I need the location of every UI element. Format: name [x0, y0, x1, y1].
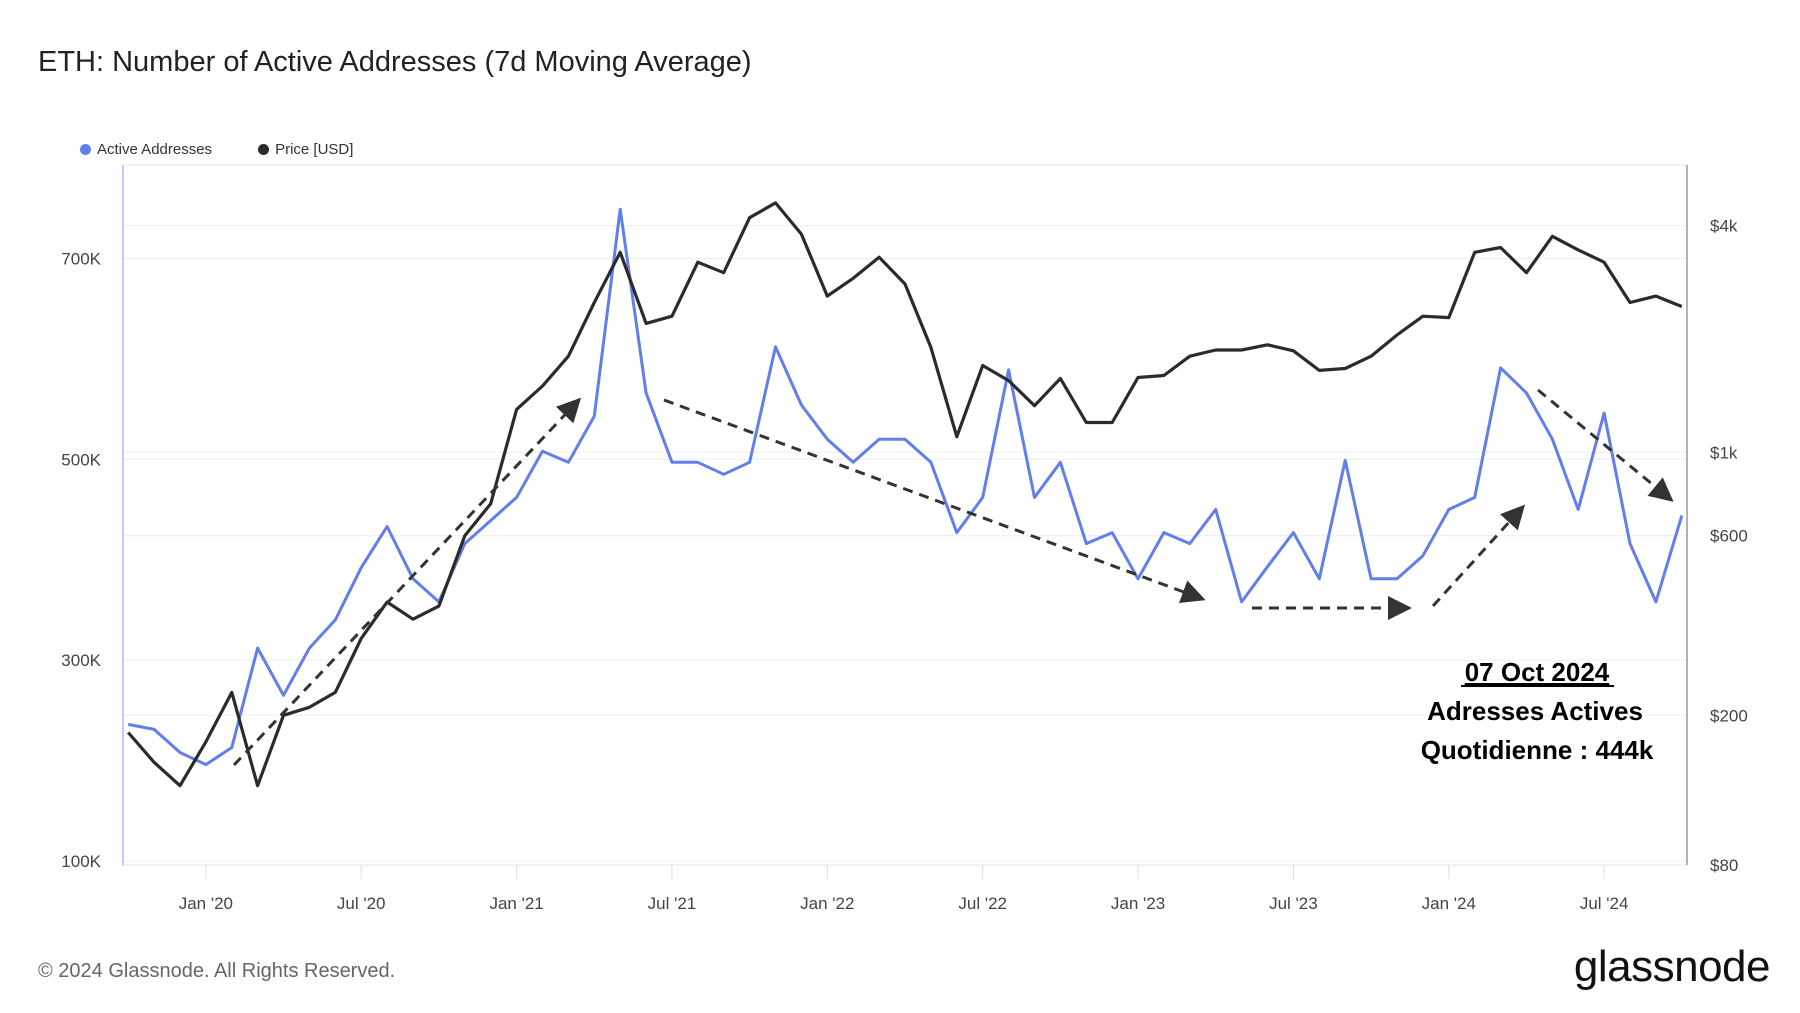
y-right-tick-label: $600: [1710, 527, 1748, 546]
glassnode-logo: glassnode: [1573, 942, 1771, 991]
copyright-footer: © 2024 Glassnode. All Rights Reserved.: [38, 960, 396, 982]
y-left-tick-label: 300K: [61, 651, 101, 670]
y-right-tick-label: $4k: [1710, 217, 1738, 236]
legend-item-price[interactable]: Price [USD]: [258, 141, 353, 158]
x-tick-label: Jan '20: [179, 894, 233, 913]
legend-item-active-addresses[interactable]: Active Addresses: [80, 141, 212, 158]
annotation-date: 07 Oct 2024: [1465, 657, 1610, 687]
x-tick-label: Jul '22: [958, 894, 1007, 913]
y-left-tick-label: 500K: [61, 450, 101, 469]
x-tick-label: Jan '24: [1422, 894, 1476, 913]
y-right-tick-label: $200: [1710, 706, 1748, 725]
x-tick-label: Jul '20: [337, 894, 386, 913]
x-tick-label: Jan '22: [800, 894, 854, 913]
x-tick-label: Jul '21: [648, 894, 697, 913]
legend-dot-icon: [80, 144, 91, 155]
chart-title: ETH: Number of Active Addresses (7d Movi…: [38, 46, 752, 78]
legend: Active Addresses Price [USD]: [80, 141, 353, 158]
trend-arrow-down-2024: [1537, 388, 1674, 502]
legend-label: Price [USD]: [275, 141, 354, 158]
trend-arrow-down-2021-2023: [663, 398, 1206, 604]
x-tick-label: Jan '21: [489, 894, 543, 913]
y-right-tick-label: $1k: [1710, 443, 1738, 462]
y-left-tick-label: 100K: [61, 852, 101, 871]
y-right-tick-label: $80: [1710, 856, 1738, 875]
trend-arrow-up-2024: [1431, 504, 1526, 608]
x-tick-label: Jul '23: [1269, 894, 1318, 913]
annotation-line2: Quotidienne : 444k: [1421, 735, 1654, 765]
x-tick-label: Jul '24: [1580, 894, 1629, 913]
trend-arrows: [232, 388, 1674, 767]
annotation-line1: Adresses Actives: [1427, 696, 1643, 726]
x-tick-label: Jan '23: [1111, 894, 1165, 913]
active-addresses-line: [127, 207, 1684, 767]
y-left-tick-label: 700K: [61, 249, 101, 268]
legend-label: Active Addresses: [97, 141, 213, 158]
legend-dot-icon: [258, 144, 270, 155]
trend-arrow-up-2020: [232, 397, 582, 767]
